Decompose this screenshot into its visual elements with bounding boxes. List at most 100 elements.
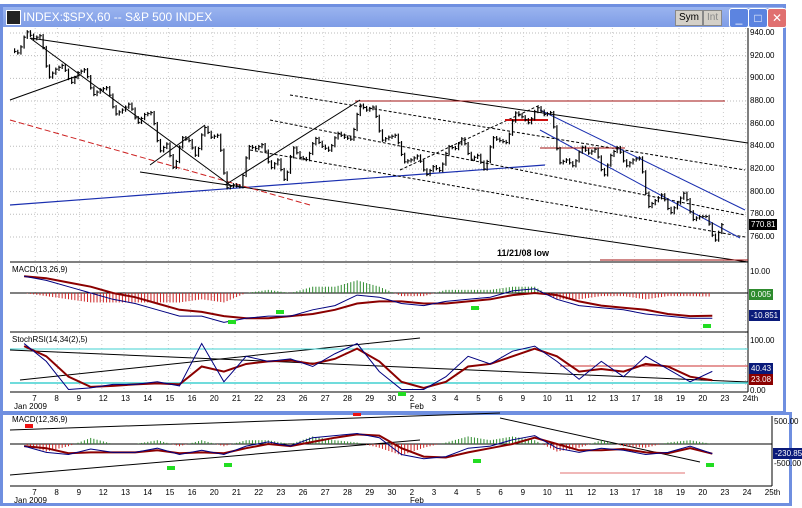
date-tick-label-bottom: 10 [542,488,552,497]
buy-marker [276,310,284,314]
date-tick-label-bottom: 28 [343,488,352,497]
int-button[interactable]: Int [703,10,723,26]
date-tick-label-bottom: 26 [298,488,308,497]
date-tick-label: 23 [276,394,286,403]
sym-button[interactable]: Sym [675,10,703,26]
date-tick-label: 10 [542,394,552,403]
macd-signal-badge: -10.851 [749,310,781,321]
trendline-dashed [289,94,746,171]
date-tick-label: 4 [454,394,459,403]
buy-marker [703,324,711,328]
date-tick-label-bottom: 25th [764,488,781,497]
date-tick-label-bottom: 19 [676,488,685,497]
annotation-label: 11/21/08 low [497,248,550,258]
trendline-dashed [249,149,746,238]
buy-marker [398,392,406,396]
date-tick-label-bottom: 13 [609,488,619,497]
date-tick-label-bottom: 13 [121,488,130,497]
trendline-dashed [399,104,541,171]
stoch-value-1-badge: 40.43 [749,363,774,374]
indicator-lines [23,275,713,460]
date-tick-label-bottom: 2 [409,488,415,497]
date-tick-label-bottom: 9 [520,488,526,497]
date-tick-label: 29 [365,394,375,403]
date-tick-label: 2 [409,394,415,403]
chart-window: INDEX:$SPX,60 -- S&P 500 INDEX Sym Int _… [0,4,787,414]
price-tick-label: 820.00 [750,163,775,173]
date-tick-label-bottom: 23 [720,488,730,497]
trendline-red-dashed [9,119,311,206]
date-tick-label-bottom: 22 [254,488,264,497]
price-bars [13,30,724,242]
signal-markers [25,306,714,470]
date-tick-label: 13 [609,394,619,403]
macd-tick-label: 10.00 [750,267,771,276]
date-tick-label: 20 [698,394,708,403]
date-tick-label-bottom: 24 [742,488,752,497]
month-label-feb: Feb [410,402,424,411]
date-tick-label-bottom: 9 [76,488,82,497]
macd2-tick-label: -500.00 [774,459,802,468]
date-tick-label: 17 [631,394,641,403]
date-tick-label-bottom: 23 [276,488,286,497]
date-tick-label: 9 [520,394,526,403]
sell-marker [25,424,33,428]
trendline [29,37,749,144]
date-tick-label: 18 [653,394,663,403]
month-label-feb-bottom: Feb [410,496,424,505]
date-tick-label: 3 [431,394,437,403]
macd-line [24,275,713,323]
date-tick-label-bottom: 30 [387,488,397,497]
date-tick-label: 7 [32,394,37,403]
date-tick-label-bottom: 8 [54,488,59,497]
macd2-title: MACD(12,36,9) [12,415,68,424]
price-tick-label: 780.00 [750,209,775,219]
date-tick-label: 26 [298,394,308,403]
macd-signal-line [24,275,713,320]
macd-title: MACD(13,26,9) [12,265,68,274]
macd2-tick-label: 500.00 [774,417,799,426]
date-tick-label: 13 [121,394,130,403]
last-price-badge: 770.81 [749,219,778,230]
stochrsi-title: StochRSI(14,34(2),5) [12,335,88,344]
window-title: INDEX:$SPX,60 -- S&P 500 INDEX [23,10,213,24]
date-tick-label-bottom: 18 [653,488,663,497]
date-tick-label-bottom: 16 [187,488,197,497]
price-tick-label: 900.00 [750,73,775,83]
date-tick-label-bottom: 12 [587,488,597,497]
date-tick-label-bottom: 3 [431,488,437,497]
macd2-signal-line [24,433,713,459]
date-tick-label: 12 [587,394,597,403]
date-tick-label: 14 [143,394,153,403]
date-tick-label: 27 [320,394,330,403]
title-bar[interactable]: INDEX:$SPX,60 -- S&P 500 INDEX Sym Int _… [3,7,787,28]
stoch-k-line [23,342,713,390]
date-tick-label-bottom: 6 [498,488,503,497]
date-tick-label-bottom: 15 [165,488,175,497]
date-tick-label-bottom: 20 [698,488,708,497]
month-label-jan-bottom: Jan 2009 [14,496,47,505]
date-tick-label: 6 [498,394,503,403]
buy-marker [167,466,175,470]
date-tick-label-bottom: 5 [476,488,481,497]
date-tick-label-bottom: 11 [565,488,574,497]
date-tick-label: 28 [343,394,352,403]
month-label-jan: Jan 2009 [14,402,47,411]
buy-marker [706,463,714,467]
macd2-trendline [9,412,501,431]
price-tick-label: 860.00 [750,118,775,128]
trendline-dashed [269,119,746,216]
date-tick-label: 11 [565,394,574,403]
close-button[interactable]: ✕ [767,8,787,28]
buy-marker [473,459,481,463]
date-tick-label-bottom: 7 [32,488,37,497]
price-tick-label: 800.00 [750,186,775,196]
macd-hist-badge: 0.005 [749,289,774,300]
trendlines [9,37,749,476]
macd-histogram [26,280,710,303]
date-tick-label: 30 [387,394,397,403]
buy-marker [224,463,232,467]
macd2-trendline [9,439,421,476]
date-tick-label: 24th [742,394,759,403]
price-tick-label: 840.00 [750,141,775,151]
